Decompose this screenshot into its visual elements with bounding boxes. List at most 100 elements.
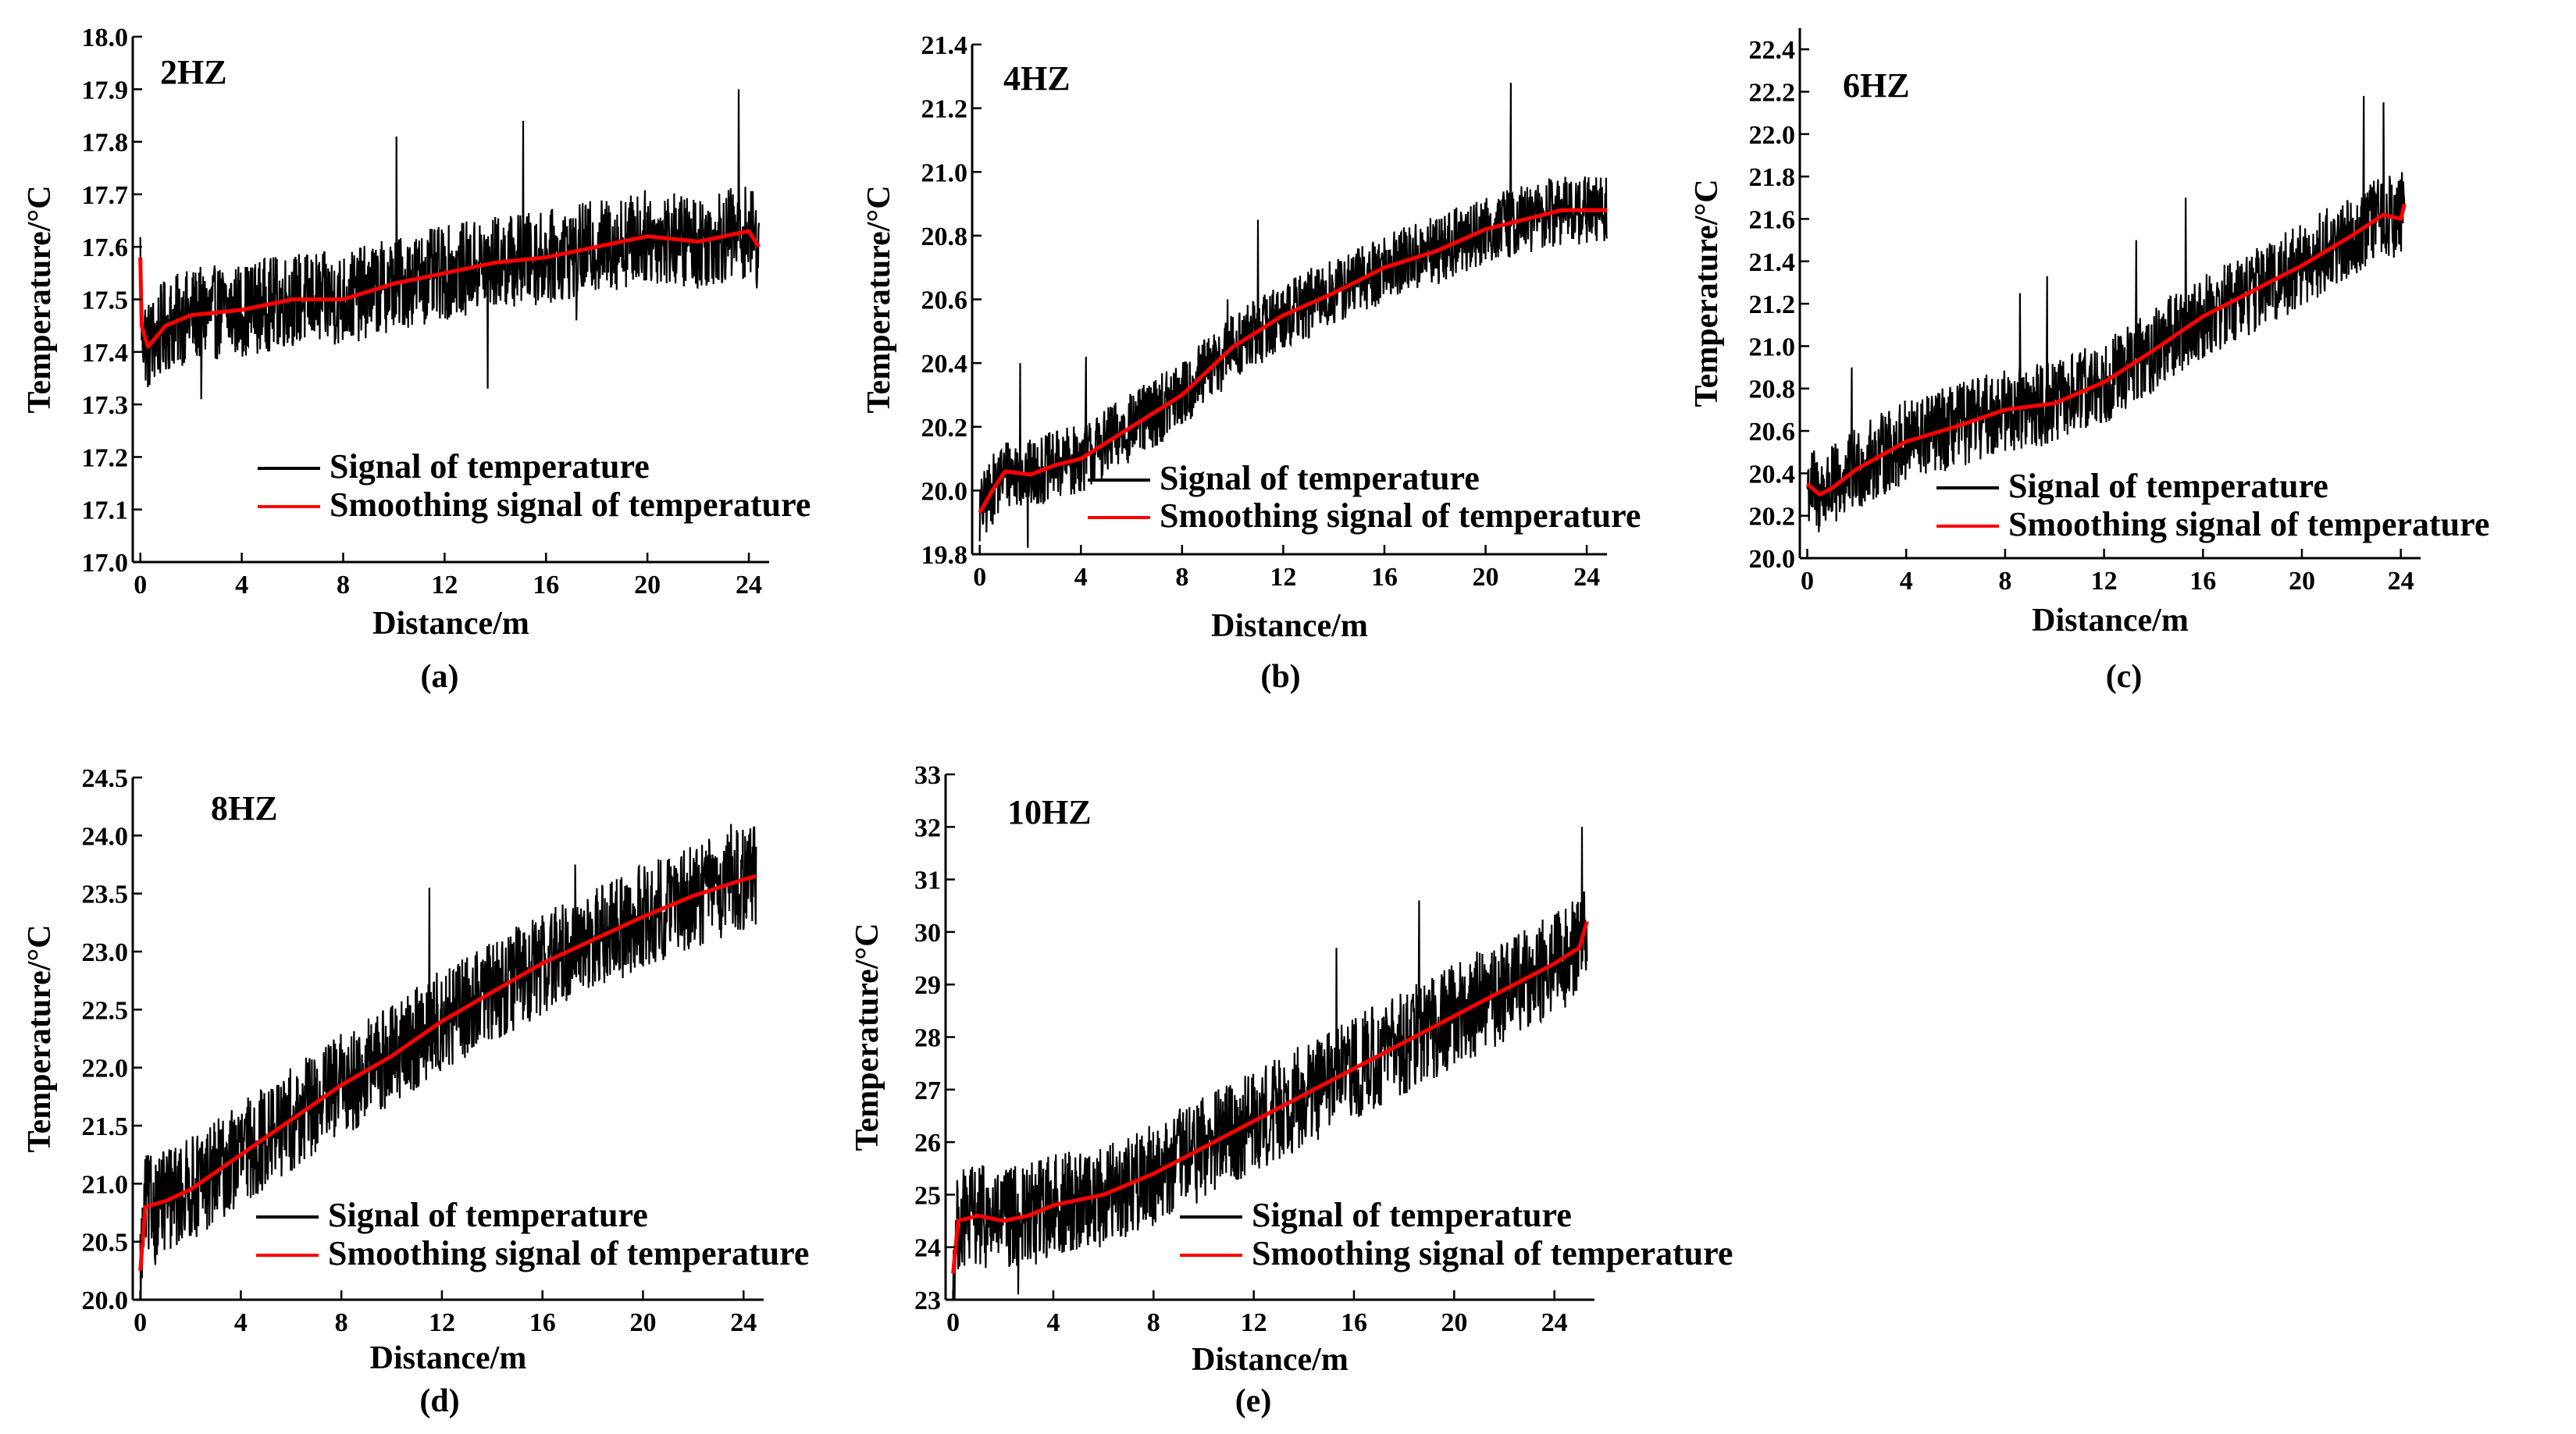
y-tick-label: 21.0 [82,1170,129,1199]
y-tick-label: 17.8 [82,129,129,158]
y-tick-label: 21.2 [1749,290,1796,319]
x-tick-label: 0 [946,1308,960,1337]
y-tick-label: 20.8 [1749,375,1796,404]
x-tick-label: 8 [1998,567,2011,596]
y-tick-label: 24.5 [82,764,129,793]
y-tick-label: 17.6 [82,233,129,262]
chart-panel-a: 0 4 8 12 16 20 24 17.0 17.1 17.2 17.3 17.4 17.5 17.6 1… [22,23,811,695]
legend-label-smoothing: Smoothing signal of temperature [328,1234,809,1272]
x-tick-label: 24 [736,571,762,600]
y-tick-label: 20.0 [921,477,968,506]
legend-label-signal: Signal of temperature [330,447,650,486]
y-tick-label: 17.1 [82,496,129,525]
x-tick-label: 20 [1473,563,1499,592]
y-tick-label: 20.2 [921,414,968,443]
panel-title: 10HZ [1007,793,1092,831]
x-axis-title: Distance/m [1211,608,1368,644]
y-tick-label: 20.2 [1749,503,1796,532]
x-axis-title: Distance/m [1192,1342,1349,1378]
x-tick-label: 0 [1801,567,1814,596]
y-axis-title: Temperature/°C [22,924,58,1152]
y-tick-label: 22.0 [82,1055,129,1084]
legend-label-smoothing: Smoothing signal of temperature [2008,505,2489,543]
x-tick-label: 8 [337,571,350,600]
legend-label-signal: Signal of temperature [1160,459,1480,497]
y-tick-label: 26 [914,1129,941,1158]
panel-title: 6HZ [1843,66,1910,105]
chart-panel-d: 0 4 8 12 16 20 24 20.0 20.5 21.0 21.5 22.0 22.5 23.0 2… [22,764,809,1419]
panel-caption: (a) [421,659,459,695]
y-tick-label: 22.4 [1749,36,1796,65]
y-tick-label: 17.9 [82,76,129,105]
y-tick-label: 17.2 [82,443,129,472]
y-tick-label: 23.5 [82,881,129,909]
panel-caption: (b) [1260,659,1300,695]
panel-title: 4HZ [1003,59,1071,98]
y-tick-label: 29 [914,971,941,1000]
panel-title: 8HZ [211,789,278,827]
x-tick-label: 4 [234,1308,248,1337]
y-axis-title: Temperature/°C [861,185,897,413]
y-tick-label: 19.8 [921,541,968,570]
x-tick-label: 0 [973,563,986,592]
y-tick-label: 21.4 [921,31,968,60]
x-tick-label: 16 [2189,567,2216,596]
y-tick-label: 20.8 [921,222,968,251]
y-tick-label: 20.0 [82,1286,129,1315]
x-tick-label: 24 [730,1308,757,1337]
x-tick-label: 24 [1573,563,1600,592]
series-line-signal [952,827,1588,1300]
legend-label-smoothing: Smoothing signal of temperature [330,486,811,524]
series-line-smoothing [978,208,1607,514]
series-line-smoothing [138,229,761,349]
x-tick-label: 16 [1341,1308,1367,1337]
x-tick-label: 0 [134,571,147,600]
x-tick-label: 16 [1371,563,1398,592]
y-tick-label: 28 [914,1024,941,1053]
y-tick-label: 24.0 [82,822,129,851]
legend-label-signal: Signal of temperature [328,1196,648,1234]
x-tick-label: 12 [1241,1308,1267,1337]
y-tick-label: 21.2 [921,95,968,124]
y-tick-label: 21.5 [82,1112,129,1141]
legend-label-signal: Signal of temperature [2008,467,2328,505]
y-tick-label: 17.5 [82,286,129,315]
x-tick-label: 12 [1270,563,1296,592]
x-tick-label: 24 [1541,1308,1568,1337]
y-tick-label: 22.5 [82,996,129,1025]
x-tick-label: 12 [2091,567,2118,596]
series-line-signal [978,82,1609,548]
y-tick-label: 20.6 [921,286,968,315]
y-tick-label: 27 [914,1076,941,1105]
series-line-smoothing [951,920,1589,1274]
y-tick-label: 17.4 [82,339,129,368]
y-tick-label: 18.0 [82,23,129,52]
y-tick-label: 20.0 [1749,545,1796,574]
x-axis-title: Distance/m [2032,603,2189,639]
chart-panel-b: 0 4 8 12 16 20 24 19.8 20.0 20.2 20.4 20.6 20.8 21.0 2… [861,31,1641,695]
x-tick-label: 20 [1441,1308,1467,1337]
x-tick-label: 4 [1074,563,1088,592]
chart-panel-e: 0 4 8 12 16 20 24 23 24 25 26 27 28 29 30 31 32 33 10HZ Dis… [850,761,1733,1419]
panel-caption: (e) [1235,1383,1272,1419]
x-tick-label: 8 [1147,1308,1160,1337]
y-tick-label: 17.3 [82,391,129,420]
chart-panel-c: 0 4 8 12 16 20 24 20.0 20.2 20.4 20.6 20.8 21.0 21.2 2… [1689,28,2489,695]
y-tick-label: 24 [914,1234,941,1263]
x-axis-title: Distance/m [372,606,529,642]
panel-caption: (d) [419,1383,459,1419]
x-tick-label: 20 [634,571,661,600]
y-tick-label: 20.6 [1749,418,1796,447]
y-axis-title: Temperature/°C [850,923,885,1151]
y-tick-label: 23 [914,1286,941,1315]
y-tick-label: 21.6 [1749,205,1796,234]
y-tick-label: 25 [914,1181,941,1210]
y-tick-label: 21.8 [1749,163,1796,192]
x-tick-label: 8 [1175,563,1188,592]
panel-title: 2HZ [160,53,227,91]
y-tick-label: 17.7 [82,181,129,210]
y-tick-label: 22.2 [1749,78,1796,107]
y-tick-label: 31 [914,866,941,895]
x-axis-title: Distance/m [370,1340,527,1376]
x-tick-label: 12 [431,571,458,600]
